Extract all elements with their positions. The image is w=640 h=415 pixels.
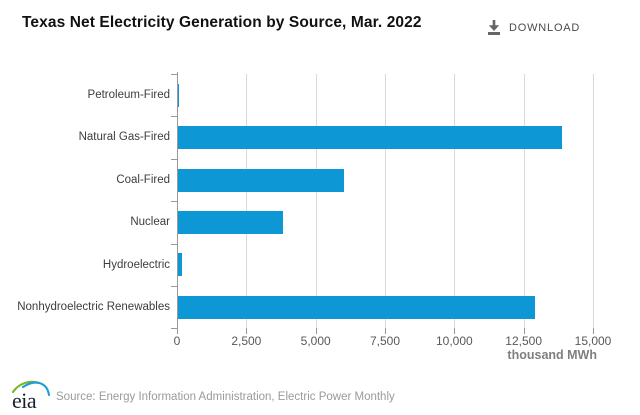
y-axis-tick	[171, 158, 177, 160]
x-axis-tick	[385, 328, 386, 335]
bar[interactable]	[178, 83, 179, 107]
bar[interactable]	[178, 295, 536, 319]
x-tick-label: 7,500	[369, 334, 401, 349]
gridline	[385, 74, 386, 329]
y-axis-line	[177, 72, 178, 335]
gridline	[454, 74, 456, 329]
x-tick-label: 5,000	[300, 334, 331, 349]
page-title: Texas Net Electricity Generation by Sour…	[22, 14, 422, 31]
x-axis-tick	[523, 328, 525, 335]
x-axis-tick	[315, 328, 317, 335]
gridline	[246, 74, 248, 329]
bar[interactable]	[178, 253, 183, 277]
y-axis-tick	[171, 116, 177, 118]
category-label: Hydroelectric	[102, 258, 170, 271]
source-text: Source: Energy Information Administratio…	[56, 391, 395, 403]
eia-logo[interactable]: eia	[8, 378, 54, 414]
x-tick-label: 10,000	[435, 334, 473, 349]
download-label: DOWNLOAD	[509, 21, 581, 34]
y-axis-tick	[171, 74, 177, 75]
gridline	[593, 74, 594, 329]
x-axis-title: thousand MWh	[507, 348, 597, 362]
gridline	[523, 74, 525, 329]
category-label: Natural Gas-Fired	[78, 131, 170, 144]
y-axis-tick	[171, 243, 177, 245]
x-axis-tick	[246, 328, 248, 335]
y-axis-tick	[171, 201, 177, 203]
y-axis-tick	[171, 328, 177, 330]
y-axis-tick	[171, 286, 177, 287]
bar[interactable]	[178, 210, 283, 234]
x-tick-label: 12,500	[505, 334, 542, 349]
x-tick-label: 0	[173, 334, 181, 349]
eia-logo-text: eia	[12, 388, 37, 413]
x-axis-tick	[454, 328, 456, 335]
download-button[interactable]: DOWNLOAD	[486, 19, 580, 36]
category-label: Nuclear	[130, 216, 170, 229]
x-tick-label: 15,000	[574, 334, 612, 349]
bar[interactable]	[178, 168, 345, 192]
category-label: Petroleum-Fired	[87, 89, 170, 101]
x-tick-label: 2,500	[231, 334, 262, 349]
gridline	[315, 74, 317, 329]
category-label: Nonhydroelectric Renewables	[17, 301, 170, 313]
category-label: Coal-Fired	[116, 173, 170, 186]
x-axis-tick	[593, 328, 594, 335]
download-icon	[488, 20, 500, 35]
bar[interactable]	[178, 126, 562, 150]
